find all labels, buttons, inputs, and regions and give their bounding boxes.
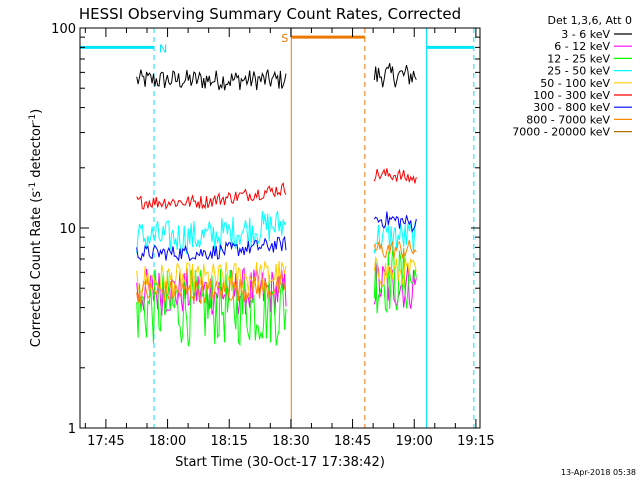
series-line xyxy=(136,269,287,347)
series-line xyxy=(373,211,417,233)
saa-label: S xyxy=(281,32,288,45)
x-tick-label: 18:45 xyxy=(334,434,371,449)
x-axis-label: Start Time (30-Oct-17 17:38:42) xyxy=(175,455,385,470)
chart-title: HESSI Observing Summary Count Rates, Cor… xyxy=(79,5,461,23)
plot-frame xyxy=(79,27,481,429)
series-line xyxy=(373,168,417,184)
legend-entry-label: 12 - 25 keV xyxy=(547,52,610,65)
x-tick-label: 18:15 xyxy=(210,434,247,449)
y-axis-label: Corrected Count Rate (s-1 detector-1) xyxy=(28,109,44,347)
x-tick-label: 18:30 xyxy=(272,434,309,449)
legend-title: Det 1,3,6, Att 0 xyxy=(548,14,632,27)
legend-entry-label: 800 - 7000 keV xyxy=(526,113,610,126)
x-tick-label: 17:45 xyxy=(87,434,124,449)
y-tick-label: 100 xyxy=(51,22,76,37)
series-line xyxy=(136,69,287,91)
legend-entry-label: 25 - 50 keV xyxy=(547,65,610,78)
series-line xyxy=(373,239,417,260)
axes: 1 10 100 17:45 18:00 18:15 18:30 18:45 19:00 19:1… xyxy=(51,22,494,449)
legend-entry-label: 7000 - 20000 keV xyxy=(512,126,610,139)
series-line xyxy=(136,182,287,211)
legend-entry-label: 300 - 800 keV xyxy=(533,101,610,114)
series-line xyxy=(373,219,417,254)
x-tick-label: 19:00 xyxy=(395,434,432,449)
legend-entry-label: 50 - 100 keV xyxy=(540,77,610,90)
legend-entry-label: 3 - 6 keV xyxy=(561,28,610,41)
footer-date: 13-Apr-2018 05:38 xyxy=(561,468,636,477)
series-line xyxy=(136,260,287,298)
y-tick-label: 10 xyxy=(59,222,76,237)
y-tick-label: 1 xyxy=(68,422,76,437)
series-line xyxy=(373,63,417,88)
x-tick-label: 19:15 xyxy=(457,434,494,449)
series-line xyxy=(373,256,417,288)
series-line xyxy=(136,235,287,262)
legend-entry-label: 6 - 12 keV xyxy=(554,40,610,53)
x-tick-label: 18:00 xyxy=(149,434,186,449)
orbit-annotations: NS xyxy=(79,28,475,428)
night-label: N xyxy=(159,42,167,55)
series-layer xyxy=(136,63,417,347)
series-line xyxy=(136,275,287,305)
series-line xyxy=(136,210,287,255)
legend-entry-label: 100 - 300 keV xyxy=(533,89,610,102)
